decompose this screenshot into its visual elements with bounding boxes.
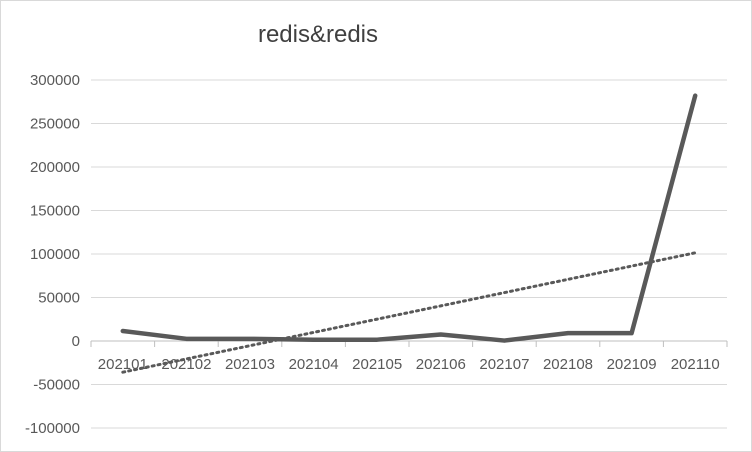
x-tick-label: 202108 — [543, 356, 593, 373]
trendline-group — [121, 251, 697, 374]
y-tick-label: 150000 — [30, 203, 80, 220]
x-tick-label: 202105 — [352, 356, 402, 373]
y-tick-label: 250000 — [30, 116, 80, 133]
y-tick-label: 100000 — [30, 246, 80, 263]
y-tick-label: -100000 — [25, 420, 80, 437]
x-tick-label: 202104 — [289, 356, 339, 373]
x-tick-label: 202102 — [161, 356, 211, 373]
y-tick-label: 0 — [72, 333, 80, 350]
gridlines — [91, 79, 727, 429]
x-tick-label: 202101 — [98, 356, 148, 373]
y-tick-label: 300000 — [30, 72, 80, 89]
y-tick-label: 200000 — [30, 159, 80, 176]
chart-title: redis&redis — [257, 21, 379, 48]
x-tick-label: 202107 — [479, 356, 529, 373]
x-tick-label: 202106 — [416, 356, 466, 373]
trendline — [121, 251, 697, 374]
y-tick-label: 50000 — [38, 290, 80, 307]
x-tick-label: 202103 — [225, 356, 275, 373]
x-tick-label: 202109 — [607, 356, 657, 373]
y-axis-ticks: 300000 250000 200000 150000 100000 50000 0 -500… — [25, 72, 80, 437]
series-group — [120, 93, 698, 343]
series-line — [120, 93, 698, 343]
x-axis — [90, 340, 728, 347]
y-tick-label: -50000 — [33, 377, 80, 394]
x-axis-ticks: 202101 202102 202103 202104 202105 202106 2021… — [98, 356, 720, 373]
x-tick-label: 202110 — [671, 356, 720, 373]
